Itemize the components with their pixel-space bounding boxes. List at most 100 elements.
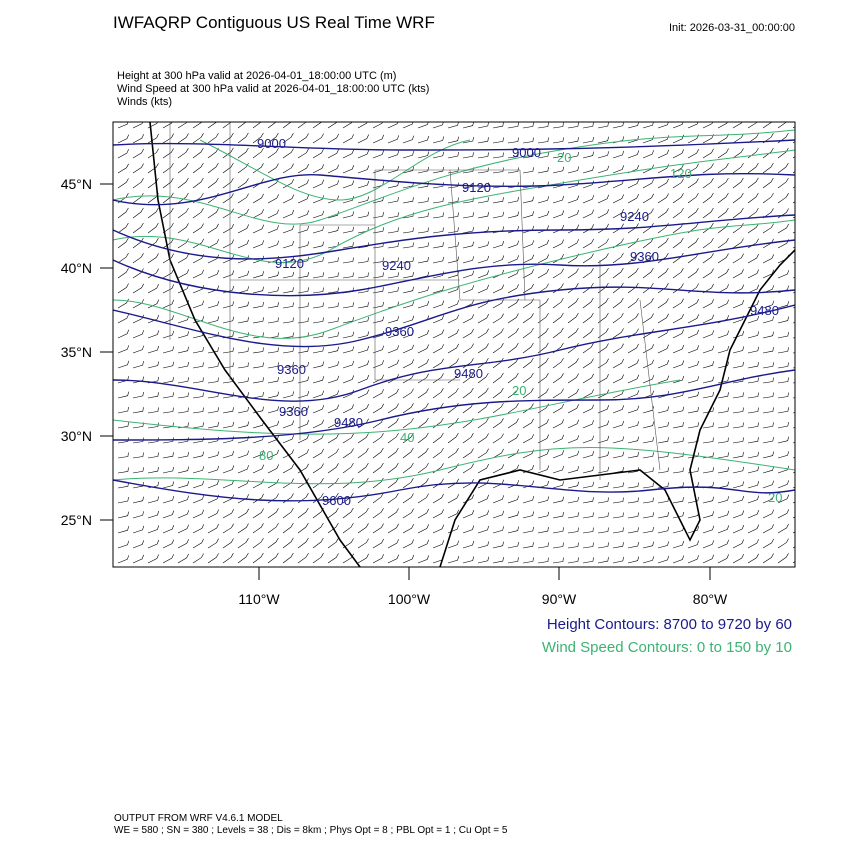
- wind-barb: [327, 553, 339, 564]
- wind-barb: [282, 271, 294, 279]
- wind-barb: [762, 208, 774, 219]
- wind-barb: [642, 526, 654, 534]
- wind-barb: [132, 361, 144, 369]
- wind-barb: [492, 255, 505, 264]
- wind-barb: [282, 362, 294, 369]
- wind-barb: [372, 196, 384, 204]
- wind-barb: [597, 165, 610, 174]
- wind-barb: [117, 178, 129, 189]
- wind-barb: [387, 122, 399, 129]
- wind-barb: [537, 342, 549, 354]
- wind-barb: [462, 328, 474, 339]
- wind-barb: [477, 270, 489, 279]
- wind-barb: [282, 178, 294, 189]
- wind-barb: [252, 224, 265, 234]
- wind-barb: [732, 481, 744, 489]
- wind-barb: [252, 391, 264, 399]
- wind-barb: [507, 403, 519, 414]
- wind-barb: [372, 554, 384, 564]
- wind-barb: [492, 448, 504, 459]
- wind-barb: [732, 466, 744, 474]
- wind-barb: [177, 539, 189, 549]
- wind-barb: [627, 467, 639, 474]
- wind-barb: [567, 419, 580, 429]
- wind-barb: [162, 496, 175, 504]
- wind-barb: [312, 419, 324, 429]
- wind-barb: [147, 330, 160, 339]
- wind-barb: [462, 152, 474, 159]
- wind-barb: [672, 283, 684, 294]
- wind-barb: [507, 240, 519, 249]
- wind-barb: [237, 301, 249, 309]
- wind-barb: [777, 316, 789, 324]
- wind-barb: [777, 147, 789, 159]
- wind-barb: [762, 436, 774, 444]
- wind-barb: [252, 552, 264, 564]
- wind-barb: [132, 345, 144, 354]
- wind-barb: [192, 162, 204, 174]
- height-contours: [113, 139, 795, 502]
- wind-barb: [747, 162, 759, 174]
- wind-barb: [342, 272, 354, 279]
- wind-barb: [297, 287, 309, 294]
- init-time: Init: 2026-03-31_00:00:00: [669, 22, 795, 34]
- wind-barb: [507, 418, 519, 429]
- wind-barb: [642, 541, 654, 549]
- wind-barbs: [117, 122, 795, 564]
- wind-barb: [612, 223, 624, 234]
- wind-barb: [747, 392, 759, 399]
- wind-barb: [282, 225, 295, 234]
- wind-barb: [537, 434, 549, 444]
- footer: WE = 580 ; SN = 380 ; Levels = 38 ; Dis …: [114, 825, 508, 836]
- wind-barb: [552, 450, 564, 459]
- wind-barb: [762, 377, 774, 384]
- wind-barb: [327, 507, 339, 519]
- wind-barb: [642, 135, 654, 144]
- wind-barb: [597, 482, 609, 489]
- wind-barb: [222, 239, 234, 249]
- wind-barb: [417, 417, 429, 429]
- wind-barb: [597, 253, 609, 264]
- wind-barb: [507, 196, 519, 204]
- wind-barb: [117, 329, 130, 339]
- wind-barb: [687, 148, 699, 159]
- wind-barb: [762, 316, 774, 324]
- wind-barb: [672, 329, 684, 339]
- wind-barb: [702, 237, 714, 249]
- wind-barb: [417, 344, 429, 354]
- wind-barb: [372, 242, 384, 249]
- wind-barb: [342, 346, 354, 354]
- wind-barb: [537, 122, 549, 129]
- wind-barb: [522, 342, 534, 354]
- wind-barb: [567, 297, 579, 309]
- wind-barb: [612, 150, 624, 159]
- wind-barb: [237, 508, 249, 519]
- wind-barb: [372, 477, 384, 489]
- wind-barb: [192, 553, 204, 564]
- wind-barb: [702, 511, 714, 519]
- wind-barb: [657, 252, 669, 264]
- wind-barb: [252, 301, 264, 309]
- wind-barb: [282, 194, 295, 204]
- wind-barb: [252, 132, 264, 144]
- wind-barb: [252, 209, 264, 219]
- wind-barb: [267, 302, 279, 309]
- wind-barb: [252, 362, 264, 369]
- wind-barb: [327, 226, 339, 234]
- wind-barb: [222, 347, 234, 354]
- wind-barb: [462, 256, 474, 264]
- wind-barb: [627, 405, 640, 414]
- wind-barb: [762, 422, 774, 429]
- wind-barb: [447, 556, 459, 564]
- wind-barb: [237, 406, 249, 414]
- wind-barb: [402, 227, 414, 234]
- wind-barb: [582, 312, 594, 324]
- wind-barb: [612, 556, 624, 564]
- wind-barb: [267, 317, 279, 324]
- wind-barb: [507, 357, 519, 369]
- wind-barb: [177, 437, 189, 444]
- wind-barb: [327, 448, 339, 459]
- wind-barb: [672, 555, 685, 564]
- wind-barb: [132, 376, 144, 384]
- wind-barb: [492, 137, 504, 144]
